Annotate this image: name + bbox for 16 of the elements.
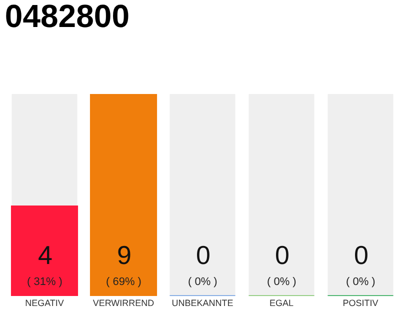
- data-label: 0: [275, 240, 290, 270]
- x-tick-label: UNBEKANNTE: [172, 298, 234, 308]
- data-label: 0: [354, 240, 368, 270]
- x-tick-label: VERWIRREND: [92, 298, 155, 308]
- annotation: ( 0% ): [346, 276, 376, 288]
- x-tick-label: NEGATIV: [25, 298, 64, 308]
- annotation: ( 0% ): [267, 276, 296, 288]
- annotation: ( 0% ): [188, 276, 218, 288]
- x-tick-label: EGAL: [269, 298, 294, 308]
- chart-title: 0482800: [4, 0, 130, 34]
- x-tick-label: POSITIV: [342, 298, 378, 308]
- data-label: 9: [117, 240, 132, 270]
- data-label: 4: [38, 240, 52, 270]
- annotation: ( 69% ): [106, 276, 142, 288]
- data-label: 0: [196, 240, 210, 270]
- annotation: ( 31% ): [27, 276, 62, 288]
